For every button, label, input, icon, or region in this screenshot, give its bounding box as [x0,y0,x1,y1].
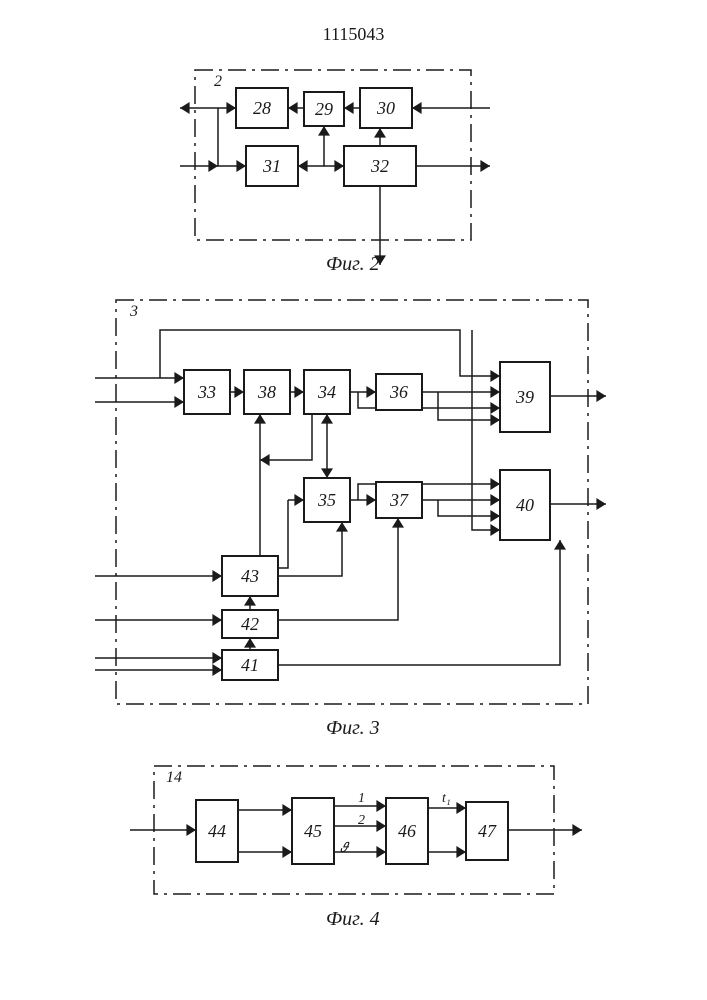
svg-text:28: 28 [253,98,271,118]
svg-text:31: 31 [262,156,281,176]
svg-text:34: 34 [317,382,336,402]
fig4-caption: Фиг. 4 [326,908,380,931]
svg-text:2: 2 [358,813,365,828]
svg-text:t₁: t₁ [442,791,451,806]
svg-text:37: 37 [389,490,409,510]
svg-text:29: 29 [315,99,333,119]
svg-text:30: 30 [376,98,395,118]
svg-text:32: 32 [370,156,389,176]
svg-text:𝜗: 𝜗 [340,841,350,856]
svg-text:41: 41 [241,655,259,675]
diagram-svg: 2282930313233338343639353740434241144445… [0,0,707,1000]
svg-text:14: 14 [166,769,182,786]
svg-text:2: 2 [214,73,222,90]
svg-text:1: 1 [358,791,365,806]
diagram-page: 1115043 22829303132333383436393537404342… [0,0,707,1000]
svg-text:33: 33 [197,382,216,402]
svg-text:47: 47 [478,821,497,841]
svg-text:44: 44 [208,821,226,841]
svg-text:45: 45 [304,821,322,841]
svg-text:43: 43 [241,566,259,586]
fig2-caption: Фиг. 2 [326,253,380,276]
svg-text:35: 35 [317,490,336,510]
fig3-caption: Фиг. 3 [326,717,380,740]
svg-text:42: 42 [241,614,259,634]
svg-text:39: 39 [515,387,534,407]
svg-text:46: 46 [398,821,416,841]
svg-text:40: 40 [516,495,534,515]
svg-text:36: 36 [389,382,408,402]
svg-text:38: 38 [257,382,276,402]
svg-text:3: 3 [129,303,138,320]
